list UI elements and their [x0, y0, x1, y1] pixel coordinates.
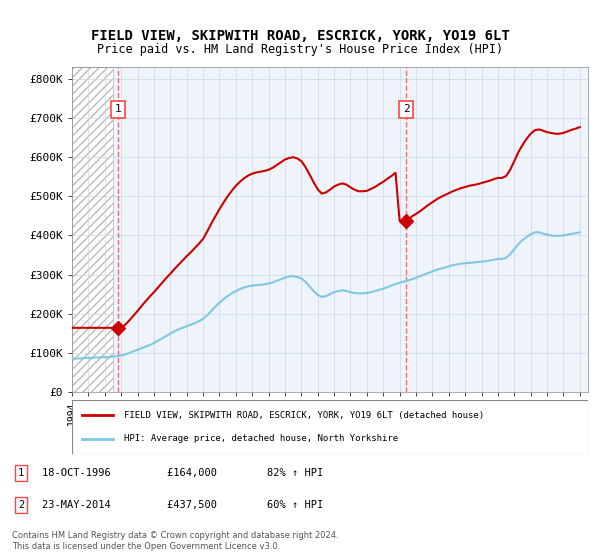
Text: 1: 1	[115, 104, 121, 114]
Text: Contains HM Land Registry data © Crown copyright and database right 2024.
This d: Contains HM Land Registry data © Crown c…	[12, 531, 338, 550]
Text: 2: 2	[18, 500, 24, 510]
Text: 2: 2	[403, 104, 410, 114]
Text: 1: 1	[18, 468, 24, 478]
Text: HPI: Average price, detached house, North Yorkshire: HPI: Average price, detached house, Nort…	[124, 434, 398, 443]
FancyBboxPatch shape	[72, 400, 588, 454]
Text: FIELD VIEW, SKIPWITH ROAD, ESCRICK, YORK, YO19 6LT: FIELD VIEW, SKIPWITH ROAD, ESCRICK, YORK…	[91, 29, 509, 44]
Text: 23-MAY-2014         £437,500        60% ↑ HPI: 23-MAY-2014 £437,500 60% ↑ HPI	[42, 500, 323, 510]
Polygon shape	[72, 67, 113, 392]
Text: Price paid vs. HM Land Registry's House Price Index (HPI): Price paid vs. HM Land Registry's House …	[97, 43, 503, 56]
Text: 18-OCT-1996         £164,000        82% ↑ HPI: 18-OCT-1996 £164,000 82% ↑ HPI	[42, 468, 323, 478]
Text: FIELD VIEW, SKIPWITH ROAD, ESCRICK, YORK, YO19 6LT (detached house): FIELD VIEW, SKIPWITH ROAD, ESCRICK, YORK…	[124, 411, 484, 420]
